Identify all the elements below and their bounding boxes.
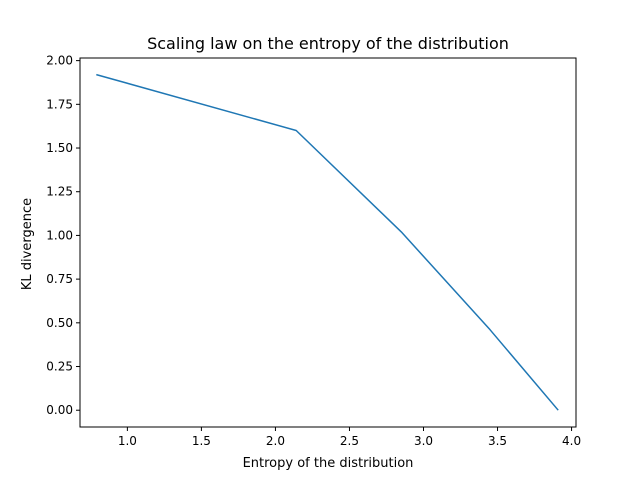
x-tick-label: 2.0 [266, 434, 285, 448]
x-tick-label: 1.5 [192, 434, 211, 448]
x-tick-label: 4.0 [562, 434, 581, 448]
plot-frame [79, 57, 577, 428]
x-axis-ticks: 1.0 1.5 2.0 2.5 3.0 3.5 4.0 [118, 427, 581, 448]
y-tick-label: 0.00 [46, 403, 73, 417]
plot-area [96, 73, 559, 411]
y-tick-label: 1.00 [46, 228, 73, 242]
x-tick-label: 3.5 [488, 434, 507, 448]
y-tick-label: 0.75 [46, 272, 73, 286]
series-line [96, 73, 559, 411]
y-axis-ticks: 0.00 0.25 0.50 0.75 1.00 1.25 1.50 1.75 2.00 [46, 54, 80, 417]
y-tick-label: 2.00 [46, 54, 73, 68]
y-tick-label: 1.25 [46, 185, 73, 199]
y-tick-label: 1.75 [46, 97, 73, 111]
y-tick-label: 0.50 [46, 316, 73, 330]
x-tick-label: 2.5 [340, 434, 359, 448]
y-tick-label: 0.25 [46, 360, 73, 374]
x-tick-label: 3.0 [414, 434, 433, 448]
x-axis-label: Entropy of the distribution [243, 456, 414, 471]
chart-title: Scaling law on the entropy of the distri… [147, 34, 509, 53]
y-tick-label: 1.50 [46, 141, 73, 155]
x-tick-label: 1.0 [118, 434, 137, 448]
y-axis-label: KL divergence [20, 198, 35, 290]
